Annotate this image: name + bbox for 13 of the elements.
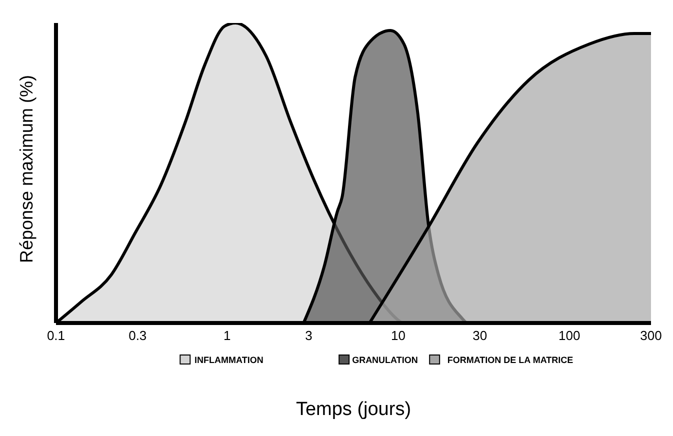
x-tick-label: 1 bbox=[224, 328, 231, 344]
x-tick-label: 30 bbox=[472, 328, 488, 344]
x-tick-label: 300 bbox=[640, 328, 662, 344]
legend-label: GRANULATION bbox=[352, 355, 418, 365]
x-tick-label: 0.3 bbox=[128, 328, 147, 344]
y-axis-title: Réponse maximum (%) bbox=[16, 74, 36, 263]
x-tick-label: 0.1 bbox=[46, 328, 66, 344]
x-tick-label: 100 bbox=[558, 328, 580, 344]
x-tick-label: 3 bbox=[305, 328, 312, 344]
x-tick-label: 10 bbox=[391, 328, 406, 344]
legend-label: INFLAMMATION bbox=[194, 355, 264, 365]
legend-label: FORMATION DE LA MATRICE bbox=[447, 355, 574, 365]
x-axis-title: Temps (jours) bbox=[296, 399, 412, 420]
